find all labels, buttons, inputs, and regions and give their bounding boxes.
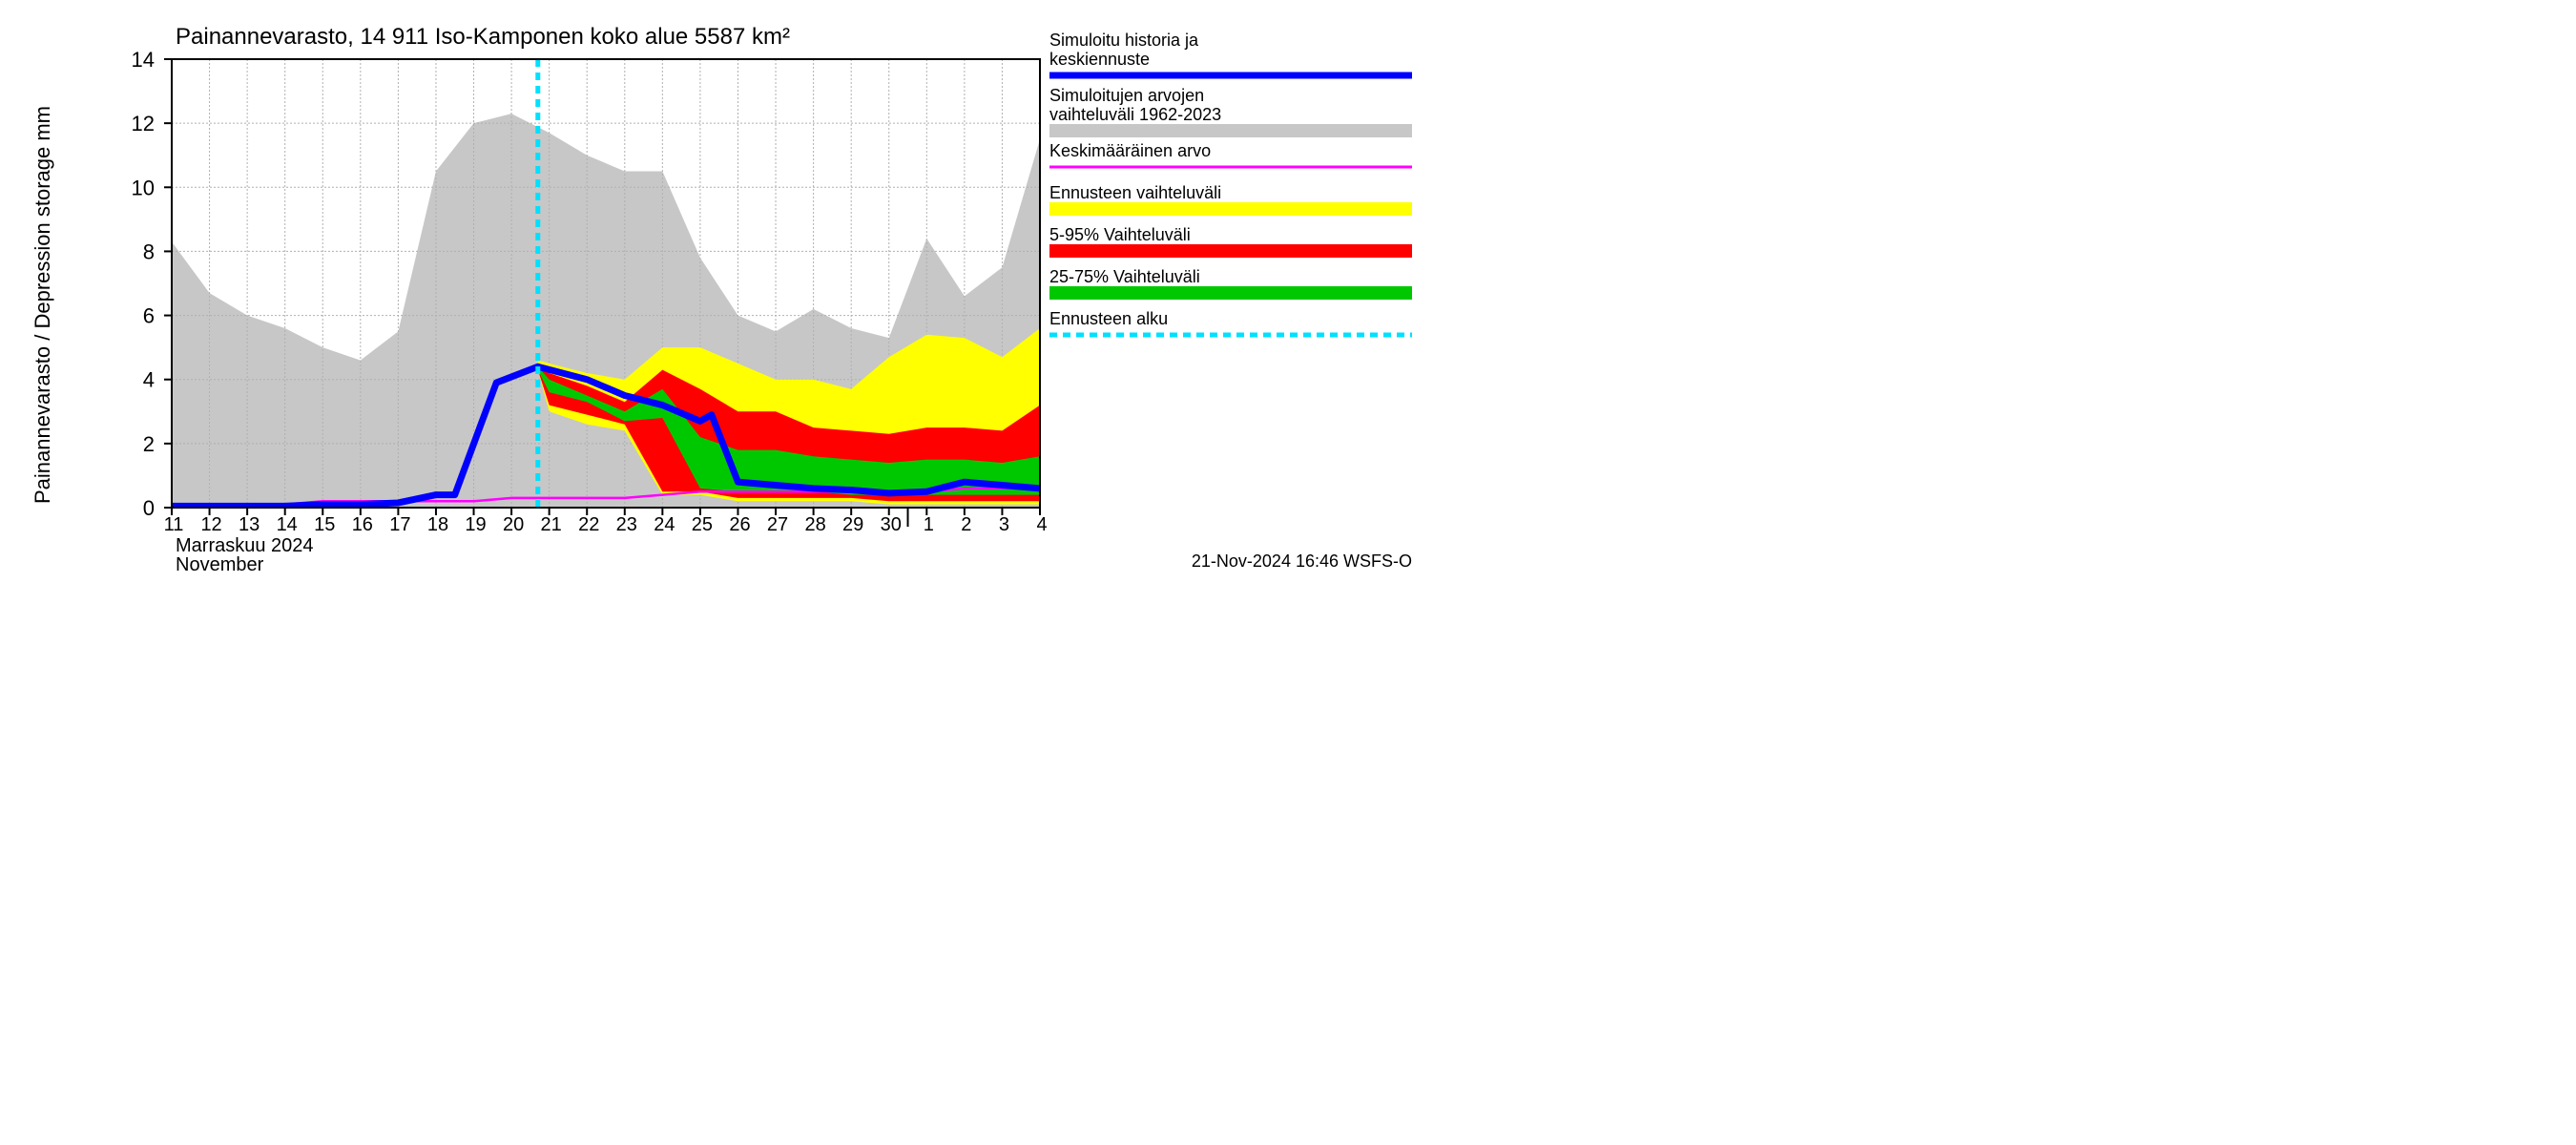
xtick-label: 2 <box>961 514 971 535</box>
xtick-label: 21 <box>541 514 562 535</box>
xtick-label: 22 <box>578 514 599 535</box>
ytick-label: 0 <box>143 496 155 520</box>
xtick-label: 12 <box>200 514 221 535</box>
legend-swatch <box>1049 124 1412 137</box>
xtick-label: 11 <box>164 514 184 535</box>
xtick-label: 27 <box>767 514 788 535</box>
legend-swatch <box>1049 244 1412 258</box>
xtick-label: 26 <box>729 514 750 535</box>
legend-swatch <box>1049 202 1412 216</box>
legend-swatch <box>1049 286 1412 300</box>
xtick-label: 24 <box>654 514 675 535</box>
xtick-label: 4 <box>1036 514 1047 535</box>
xtick-label: 16 <box>352 514 373 535</box>
xtick-label: 15 <box>314 514 335 535</box>
legend-label: Ennusteen vaihteluväli <box>1049 183 1221 202</box>
chart-title: Painannevarasto, 14 911 Iso-Kamponen kok… <box>176 24 790 50</box>
xtick-label: 19 <box>465 514 486 535</box>
ytick-label: 8 <box>143 239 155 263</box>
xtick-label: 20 <box>503 514 524 535</box>
ytick-label: 12 <box>132 112 155 135</box>
xtick-label: 3 <box>999 514 1009 535</box>
ytick-label: 14 <box>132 48 155 72</box>
legend-label: Simuloitu historia ja <box>1049 31 1199 50</box>
legend-label: 25-75% Vaihteluväli <box>1049 267 1200 286</box>
month-label-fi: Marraskuu 2024 <box>176 535 314 556</box>
yaxis-label: Painannevarasto / Depression storage mm <box>31 106 54 504</box>
legend-label: Keskimääräinen arvo <box>1049 141 1211 160</box>
xtick-label: 18 <box>427 514 448 535</box>
xtick-label: 28 <box>804 514 825 535</box>
xtick-label: 25 <box>692 514 713 535</box>
xtick-label: 17 <box>389 514 410 535</box>
xtick-label: 29 <box>842 514 863 535</box>
legend-label: keskiennuste <box>1049 50 1150 69</box>
ytick-label: 4 <box>143 368 155 392</box>
xtick-label: 30 <box>881 514 902 535</box>
ytick-label: 2 <box>143 432 155 456</box>
ytick-label: 6 <box>143 304 155 328</box>
month-label-en: November <box>176 554 264 572</box>
xtick-label: 14 <box>277 514 298 535</box>
legend-label: vaihteluväli 1962-2023 <box>1049 105 1221 124</box>
ytick-label: 10 <box>132 176 155 199</box>
xtick-label: 23 <box>616 514 637 535</box>
legend-label: 5-95% Vaihteluväli <box>1049 225 1191 244</box>
xtick-label: 13 <box>239 514 260 535</box>
footer-timestamp: 21-Nov-2024 16:46 WSFS-O <box>1192 552 1412 571</box>
xtick-label: 1 <box>924 514 934 535</box>
legend-label: Ennusteen alku <box>1049 309 1168 328</box>
legend-label: Simuloitujen arvojen <box>1049 86 1204 105</box>
